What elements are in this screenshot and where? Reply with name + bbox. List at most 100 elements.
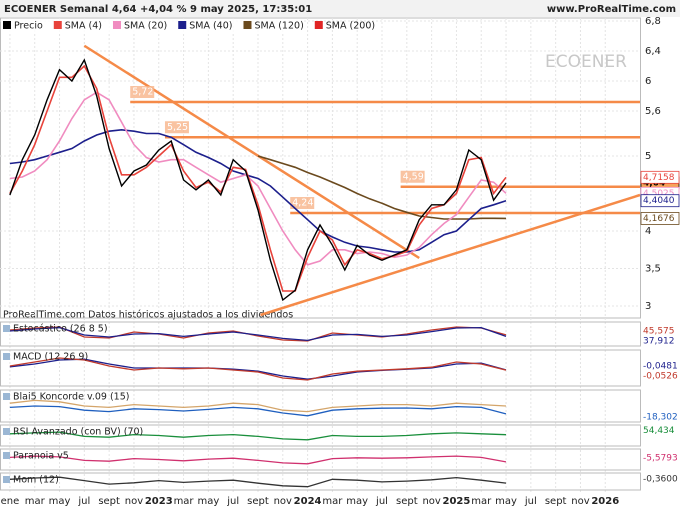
indicator-value: -0,0481 — [643, 361, 678, 371]
level-label-box — [164, 121, 189, 134]
legend-swatch — [53, 21, 62, 29]
last-value-label: 4,4040 — [643, 196, 675, 206]
note: ProRealTime.com Datos históricos ajustad… — [3, 310, 293, 321]
indicator-icon — [3, 393, 10, 400]
series-line — [9, 64, 507, 292]
x-tick-label: sept — [396, 496, 418, 507]
indicator-value: 45,575 — [643, 326, 675, 336]
indicator-line — [9, 399, 507, 413]
x-tick-label: nov — [571, 496, 589, 507]
x-tick-label: jul — [77, 496, 90, 507]
x-tick-label: 2025 — [443, 496, 471, 507]
indicator-panel — [0, 389, 641, 423]
site: www.ProRealTime.com — [547, 4, 676, 15]
x-tick-label: nov — [274, 496, 292, 507]
x-tick-label: may — [197, 496, 219, 507]
x-tick-label: may — [495, 496, 517, 507]
legend-label: SMA (200) — [326, 21, 375, 32]
indicator-line — [9, 358, 507, 380]
indicator-panel — [0, 321, 641, 347]
x-tick-label: jul — [226, 496, 239, 507]
title-bar — [0, 0, 680, 17]
indicator-icon — [3, 353, 10, 360]
indicator-value: -5,5793 — [643, 453, 678, 463]
x-tick-label: may — [49, 496, 71, 507]
indicator-title: Blai5 Koncorde v.09 (15) — [13, 392, 129, 403]
indicator-value: 54,434 — [643, 426, 675, 436]
indicator-title: MACD (12 26 9) — [13, 352, 88, 363]
legend-box — [1, 19, 301, 32]
y-tick-label: 6,8 — [645, 16, 661, 27]
legend-swatch — [3, 21, 11, 29]
y-tick-label: 5,6 — [645, 106, 661, 117]
x-tick-label: mar — [322, 496, 343, 507]
indicator-title: Paranoia v5 — [13, 451, 69, 462]
x-tick-label: mar — [471, 496, 492, 507]
indicator-panel — [0, 448, 641, 471]
last-value-box — [640, 170, 680, 184]
indicator-panel — [0, 424, 641, 447]
indicator-value: 37,912 — [643, 337, 675, 347]
indicator-value: -18,302 — [643, 413, 678, 423]
indicator-line — [9, 326, 507, 342]
series-line — [9, 58, 507, 302]
x-tick-label: sept — [545, 496, 567, 507]
x-tick-label: jul — [524, 496, 537, 507]
last-value-box — [640, 194, 680, 208]
indicator-value: -0,3600 — [643, 475, 678, 485]
indicator-panel — [0, 349, 641, 387]
level-label-box — [400, 170, 425, 183]
legend-label: Precio — [14, 21, 43, 32]
level-label: 4,59 — [403, 171, 424, 182]
x-tick-label: mar — [174, 496, 195, 507]
trend-line — [83, 44, 420, 260]
price-panel — [0, 17, 641, 319]
indicator-title: Mom (12) — [13, 475, 59, 486]
x-tick-label: nov — [125, 496, 143, 507]
x-tick-label: mar — [25, 496, 46, 507]
last-value-label: 4,1676 — [643, 214, 675, 224]
indicator-line — [9, 455, 507, 465]
legend-swatch — [314, 21, 323, 29]
indicator-line — [9, 476, 507, 488]
level-label: 5,72 — [132, 87, 153, 98]
chart-title: ECOENER Semanal 4,64 +4,04 % 9 may 2025,… — [4, 4, 312, 15]
level-label: 5,25 — [167, 122, 188, 133]
x-tick-label: ene — [1, 496, 20, 507]
y-tick-label: 5 — [645, 151, 651, 162]
last-value-box — [640, 212, 680, 225]
indicator-line — [9, 357, 507, 381]
level-label-box — [290, 197, 315, 209]
level-label-box — [130, 86, 155, 98]
indicator-icon — [3, 428, 10, 435]
indicator-icon — [3, 452, 10, 459]
watermark: ECOENER — [545, 52, 627, 72]
x-tick-label: may — [346, 496, 368, 507]
y-tick-label: 3,5 — [645, 264, 661, 275]
legend-swatch — [243, 21, 252, 29]
indicator-line — [9, 431, 507, 441]
x-tick-label: 2024 — [294, 496, 322, 507]
x-tick-label: jul — [375, 496, 388, 507]
legend-label: SMA (4) — [65, 21, 102, 32]
last-value-label: 4,7158 — [643, 173, 675, 183]
legend-swatch — [178, 21, 187, 29]
y-tick-label: 6,4 — [645, 46, 661, 57]
legend-label: SMA (40) — [189, 21, 232, 32]
series-line — [9, 91, 507, 266]
series-line — [9, 128, 507, 253]
x-tick-label: sept — [98, 496, 120, 507]
last-value-label: 4,5025 — [643, 189, 675, 199]
indicator-title: RSI Avanzado (con BV) (70) — [13, 427, 143, 438]
x-tick-label: nov — [422, 496, 440, 507]
level-label: 4,24 — [292, 198, 313, 209]
series-line — [257, 155, 507, 220]
x-tick-label: sept — [247, 496, 269, 507]
legend-label: SMA (20) — [124, 21, 167, 32]
indicator-line — [9, 405, 507, 417]
indicator-icon — [3, 476, 10, 483]
indicator-title: Estocástico (26 8 5) — [13, 324, 108, 335]
indicator-line — [9, 326, 507, 342]
indicator-panel — [0, 472, 641, 491]
y-tick-label: 6 — [645, 76, 651, 87]
